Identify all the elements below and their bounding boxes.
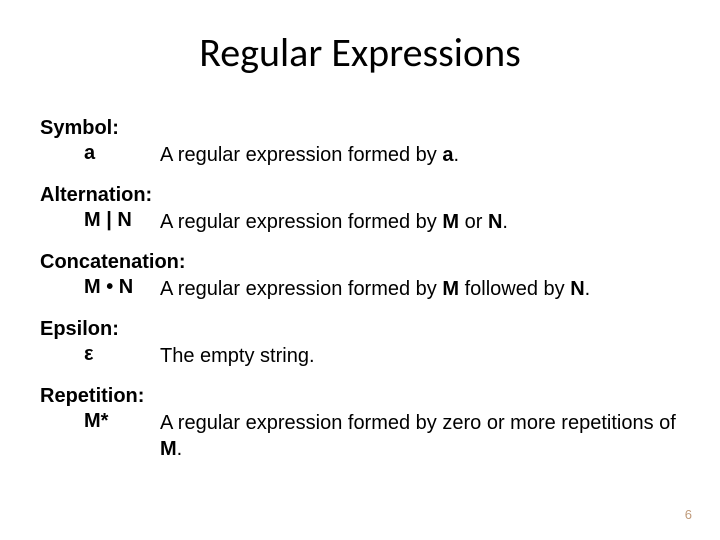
entry-description: A regular expression formed by M followe…	[160, 276, 590, 302]
entry-description: A regular expression formed by zero or m…	[160, 410, 680, 462]
desc-bold: M	[442, 278, 459, 300]
entry-alternation: Alternation: M | N A regular expression …	[40, 184, 680, 235]
entry-label: Symbol:	[40, 117, 680, 140]
entry-label: Concatenation:	[40, 251, 680, 274]
entry-row: M • N A regular expression formed by M f…	[40, 276, 680, 302]
desc-text: A regular expression formed by	[160, 278, 442, 300]
entry-notation: ε	[84, 343, 160, 369]
page-number: 6	[685, 507, 692, 522]
desc-bold: M	[442, 211, 459, 233]
slide-container: Regular Expressions Symbol: a A regular …	[0, 0, 720, 540]
entry-epsilon: Epsilon: ε The empty string.	[40, 318, 680, 369]
entry-description: A regular expression formed by M or N.	[160, 209, 508, 235]
slide-title: Regular Expressions	[40, 28, 680, 77]
desc-bold: M	[160, 438, 177, 460]
entry-notation: a	[84, 142, 160, 168]
desc-text: .	[454, 144, 460, 166]
entry-label: Repetition:	[40, 385, 680, 408]
entry-notation: M | N	[84, 209, 160, 235]
entry-row: ε The empty string.	[40, 343, 680, 369]
entry-row: M* A regular expression formed by zero o…	[40, 410, 680, 462]
entry-description: The empty string.	[160, 343, 315, 369]
slide-content: Symbol: a A regular expression formed by…	[40, 117, 680, 462]
desc-bold: a	[442, 144, 453, 166]
entry-symbol: Symbol: a A regular expression formed by…	[40, 117, 680, 168]
entry-notation: M*	[84, 410, 160, 462]
desc-text: .	[177, 438, 183, 460]
entry-row: a A regular expression formed by a.	[40, 142, 680, 168]
entry-repetition: Repetition: M* A regular expression form…	[40, 385, 680, 462]
desc-bold: N	[570, 278, 584, 300]
entry-label: Alternation:	[40, 184, 680, 207]
desc-text: .	[585, 278, 591, 300]
entry-row: M | N A regular expression formed by M o…	[40, 209, 680, 235]
entry-label: Epsilon:	[40, 318, 680, 341]
desc-text: .	[502, 211, 508, 233]
desc-text: A regular expression formed by	[160, 144, 442, 166]
desc-text: A regular expression formed by	[160, 211, 442, 233]
entry-notation: M • N	[84, 276, 160, 302]
entry-description: A regular expression formed by a.	[160, 142, 459, 168]
desc-text: A regular expression formed by zero or m…	[160, 412, 676, 434]
desc-text: followed by	[459, 278, 570, 300]
desc-bold: N	[488, 211, 502, 233]
entry-concatenation: Concatenation: M • N A regular expressio…	[40, 251, 680, 302]
desc-text: or	[459, 211, 488, 233]
